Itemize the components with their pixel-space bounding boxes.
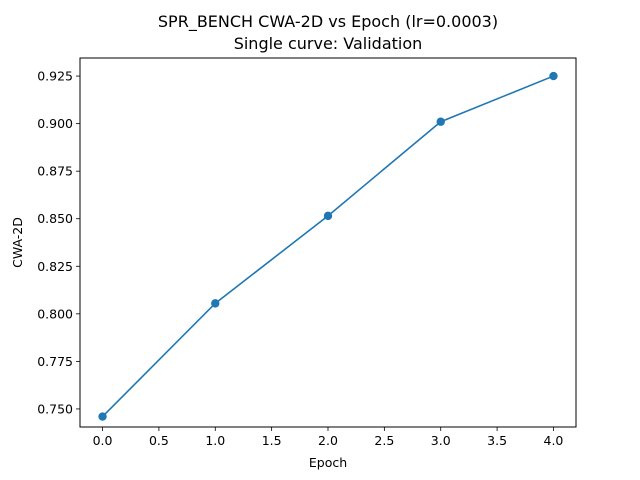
y-tick-label: 0.900	[37, 116, 73, 131]
y-tick-label: 0.875	[37, 164, 73, 179]
x-axis-label: Epoch	[309, 455, 347, 470]
y-tick-label: 0.775	[37, 354, 73, 369]
y-tick-label: 0.925	[37, 69, 73, 84]
x-tick-label: 2.0	[318, 433, 338, 448]
x-tick-label: 1.5	[262, 433, 282, 448]
data-point	[98, 412, 107, 421]
x-tick-label: 0.0	[93, 433, 113, 448]
data-point	[436, 117, 445, 126]
data-point	[549, 71, 558, 81]
axes-frame	[79, 57, 577, 428]
x-tick-label: 3.0	[431, 433, 451, 448]
y-tick-label: 0.800	[37, 306, 73, 321]
x-tick-label: 2.5	[374, 433, 394, 448]
data-point	[211, 299, 220, 308]
data-point	[323, 211, 333, 221]
y-tick-label: 0.850	[37, 211, 73, 226]
plot-area: 0.0 0.5 1.0 1.5 2.0 2.5 3.0 3.5 4.0 0.750 0.775 0.8…	[37, 69, 563, 448]
chart-title: SPR_BENCH CWA-2D vs Epoch (lr=0.0003)	[158, 12, 498, 32]
x-tick-label: 1.0	[205, 433, 225, 448]
y-tick-label: 0.750	[37, 401, 73, 416]
y-axis-label: CWA-2D	[10, 217, 25, 268]
x-tick-label: 4.0	[544, 433, 564, 448]
chart-subtitle: Single curve: Validation	[234, 34, 423, 53]
y-tick-label: 0.825	[37, 259, 73, 274]
x-tick-label: 3.5	[487, 433, 507, 448]
x-tick-label: 0.5	[149, 433, 169, 448]
